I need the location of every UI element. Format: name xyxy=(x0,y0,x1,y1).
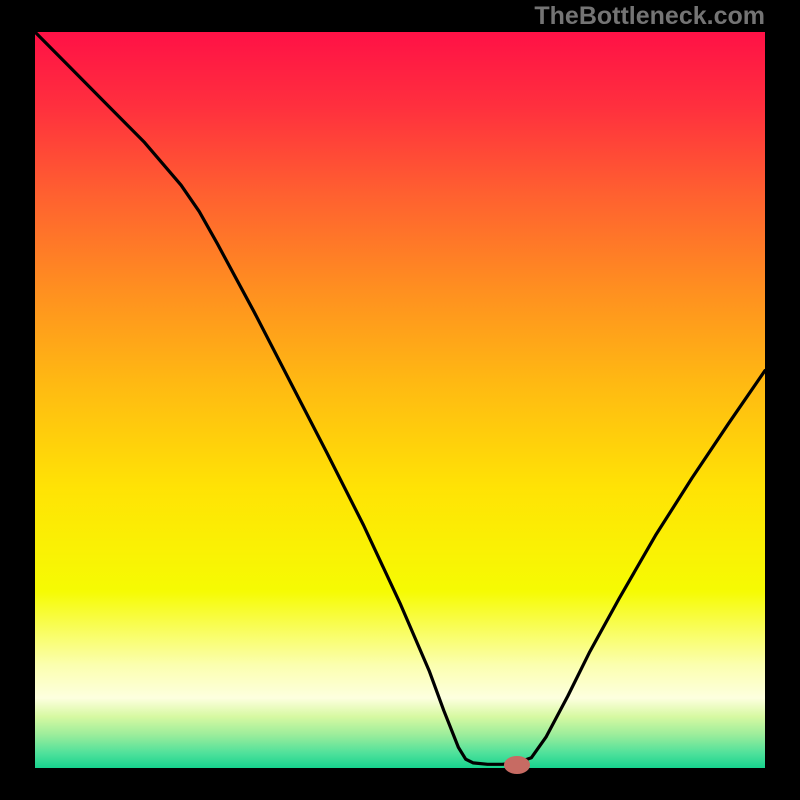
bottleneck-curve xyxy=(35,32,765,768)
sweet-spot-marker xyxy=(504,756,530,774)
plot-area xyxy=(35,32,765,768)
watermark-text: TheBottleneck.com xyxy=(534,2,765,31)
